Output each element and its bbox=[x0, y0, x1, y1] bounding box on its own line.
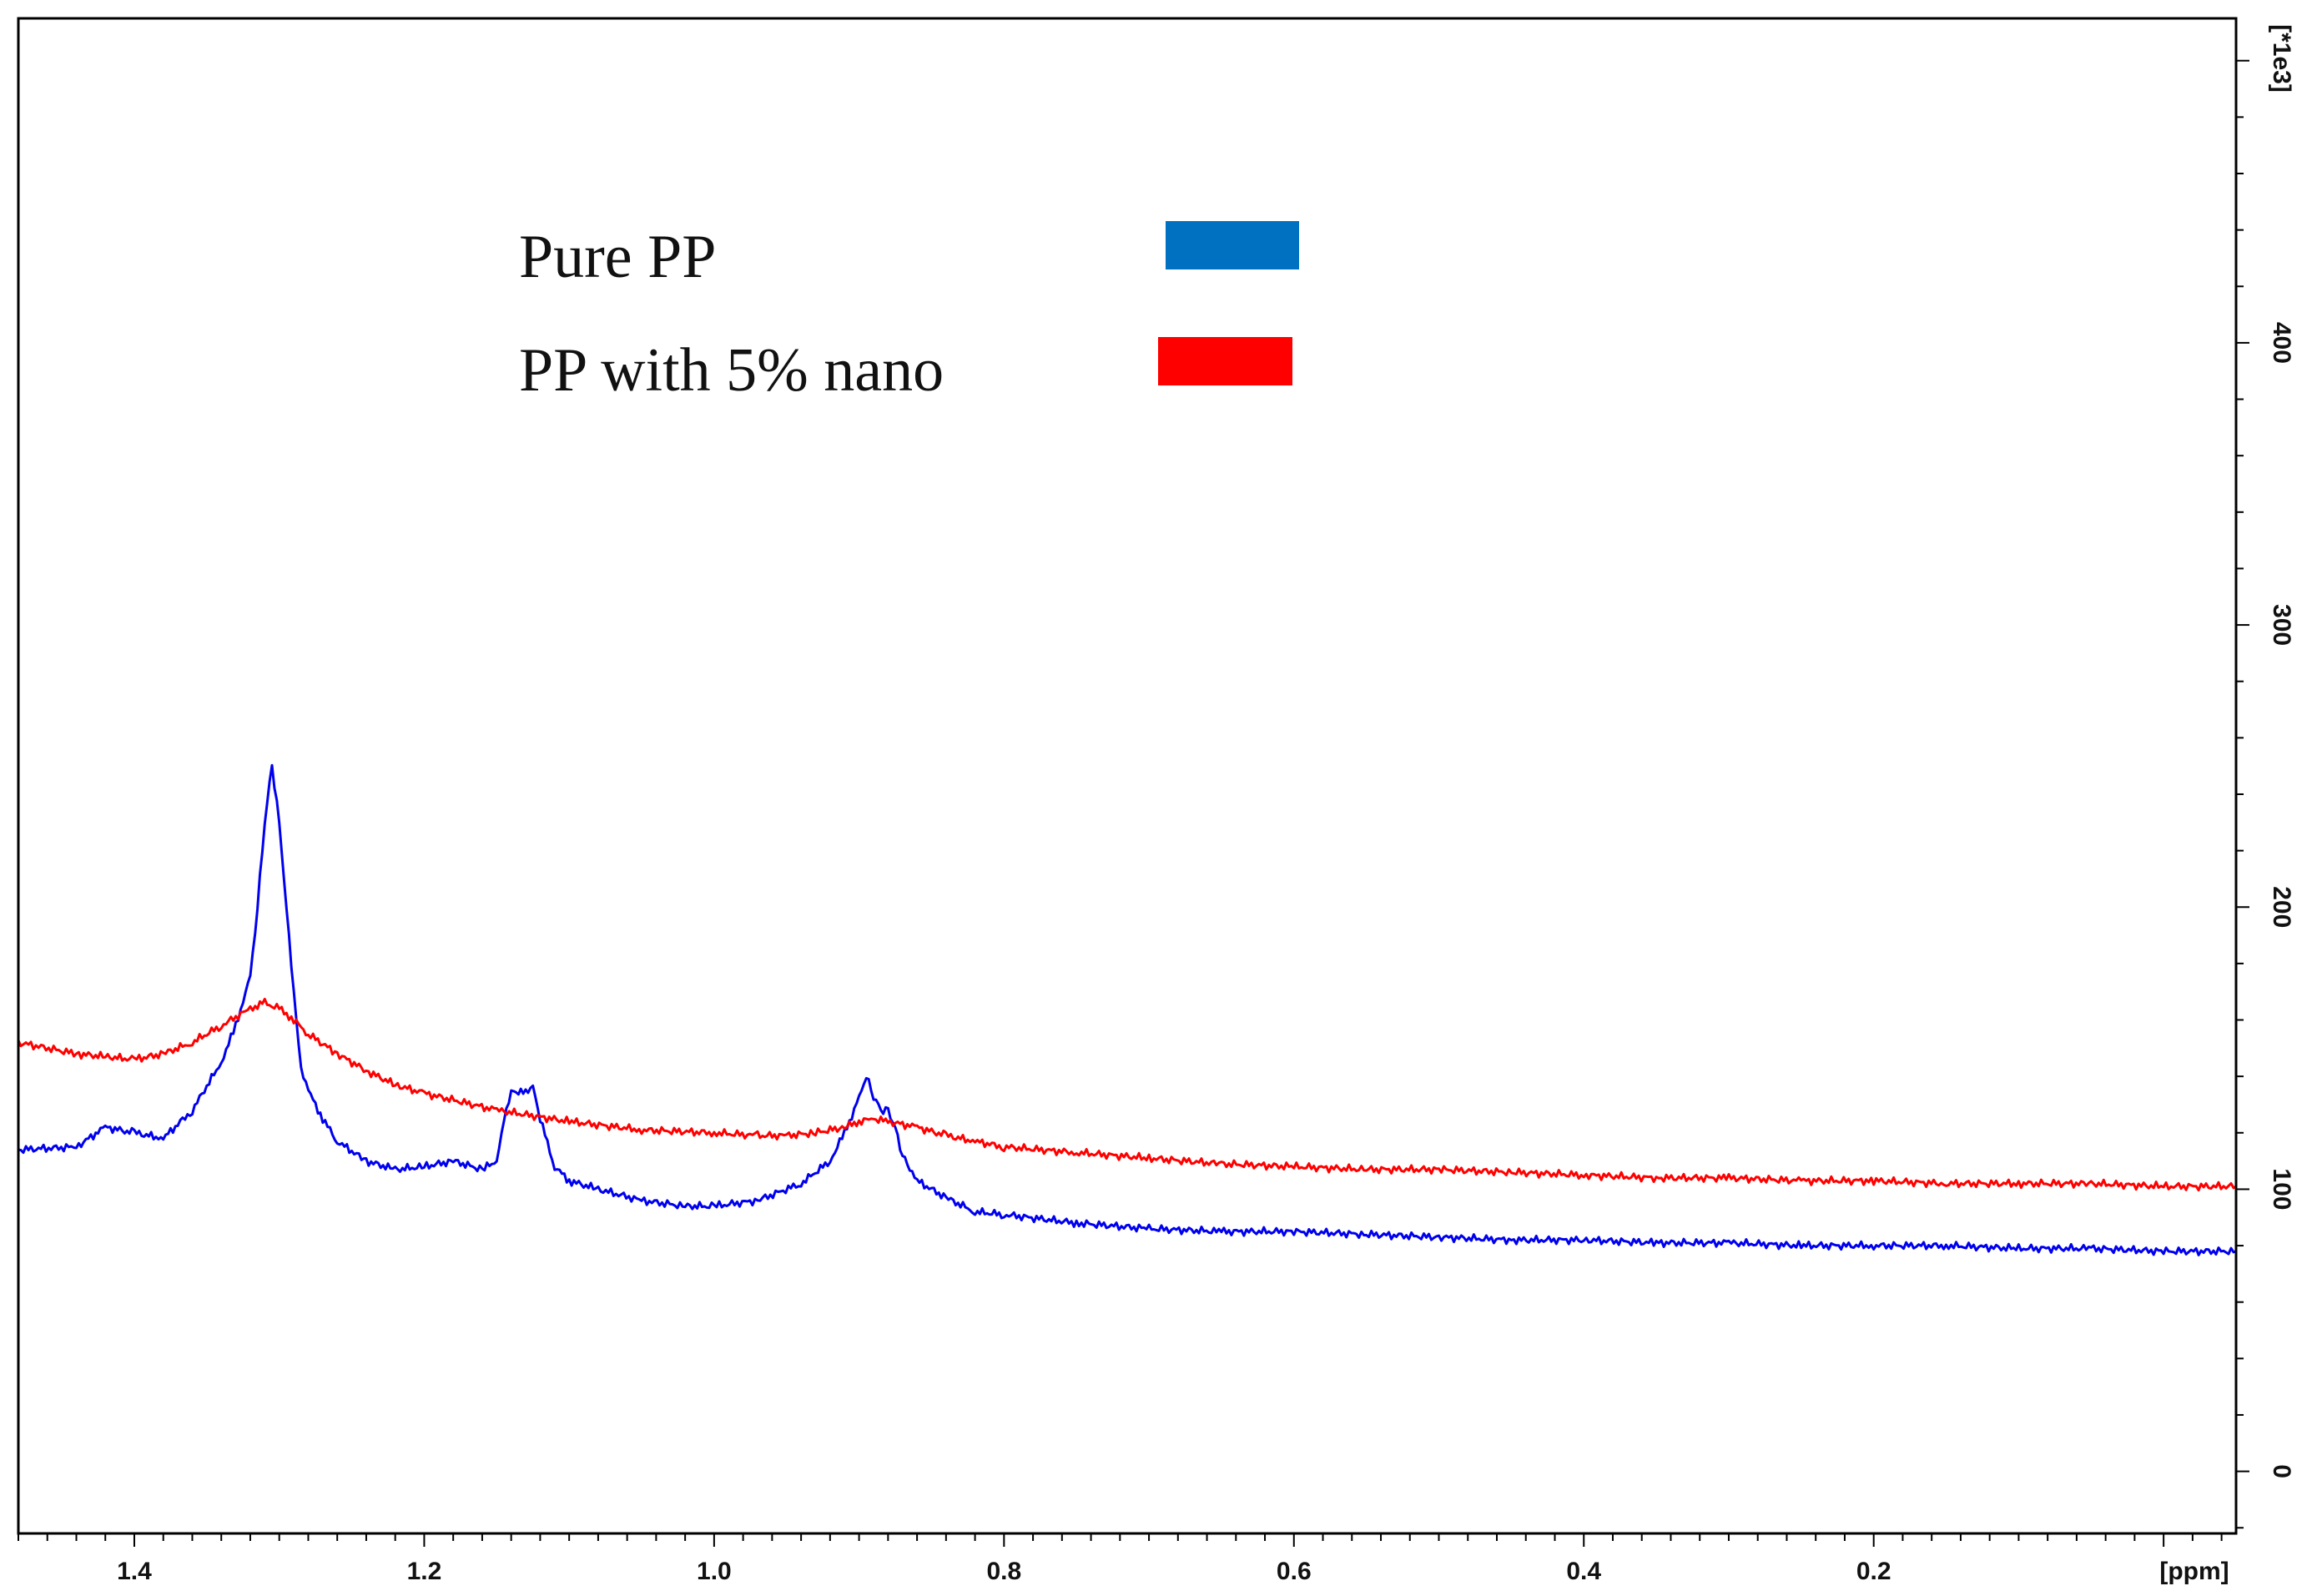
x-tick-label: 0.8 bbox=[986, 1558, 1021, 1585]
x-tick-label: 1.4 bbox=[117, 1558, 152, 1585]
x-tick-label: 0.6 bbox=[1277, 1558, 1312, 1585]
y-tick-label: 100 bbox=[2268, 1168, 2295, 1210]
y-tick-label: 300 bbox=[2268, 604, 2295, 646]
x-tick-label: 1.0 bbox=[697, 1558, 732, 1585]
legend-swatch-pure-pp bbox=[1166, 221, 1299, 269]
y-axis-ticks: 0 100 200 300 400 bbox=[2236, 59, 2295, 1529]
y-axis-unit-label: [*1e3] bbox=[2268, 24, 2295, 93]
legend-label-pp-5-nano: PP with 5% nano bbox=[519, 336, 944, 405]
y-tick-label: 400 bbox=[2268, 322, 2295, 364]
x-tick-label: 0.4 bbox=[1566, 1558, 1601, 1585]
x-axis-unit-label: [ppm] bbox=[2159, 1558, 2229, 1585]
legend-label-pure-pp: Pure PP bbox=[519, 223, 716, 291]
series-line-pp-5-nano bbox=[17, 997, 2237, 1192]
x-tick-label: 0.2 bbox=[1856, 1558, 1891, 1585]
y-tick-label: 200 bbox=[2268, 886, 2295, 928]
x-axis-ticks: 1.4 1.2 1.0 0.8 0.6 0.4 0.2 bbox=[18, 1533, 2223, 1585]
legend-swatch-pp-5-nano bbox=[1158, 337, 1292, 385]
y-tick-label: 0 bbox=[2268, 1464, 2295, 1478]
x-tick-label: 1.2 bbox=[407, 1558, 442, 1585]
plot-lines bbox=[17, 763, 2237, 1256]
plot-frame bbox=[17, 17, 2238, 1535]
series-line-pure-pp bbox=[18, 763, 2237, 1256]
legend: Pure PP PP with 5% nano bbox=[519, 221, 1299, 405]
